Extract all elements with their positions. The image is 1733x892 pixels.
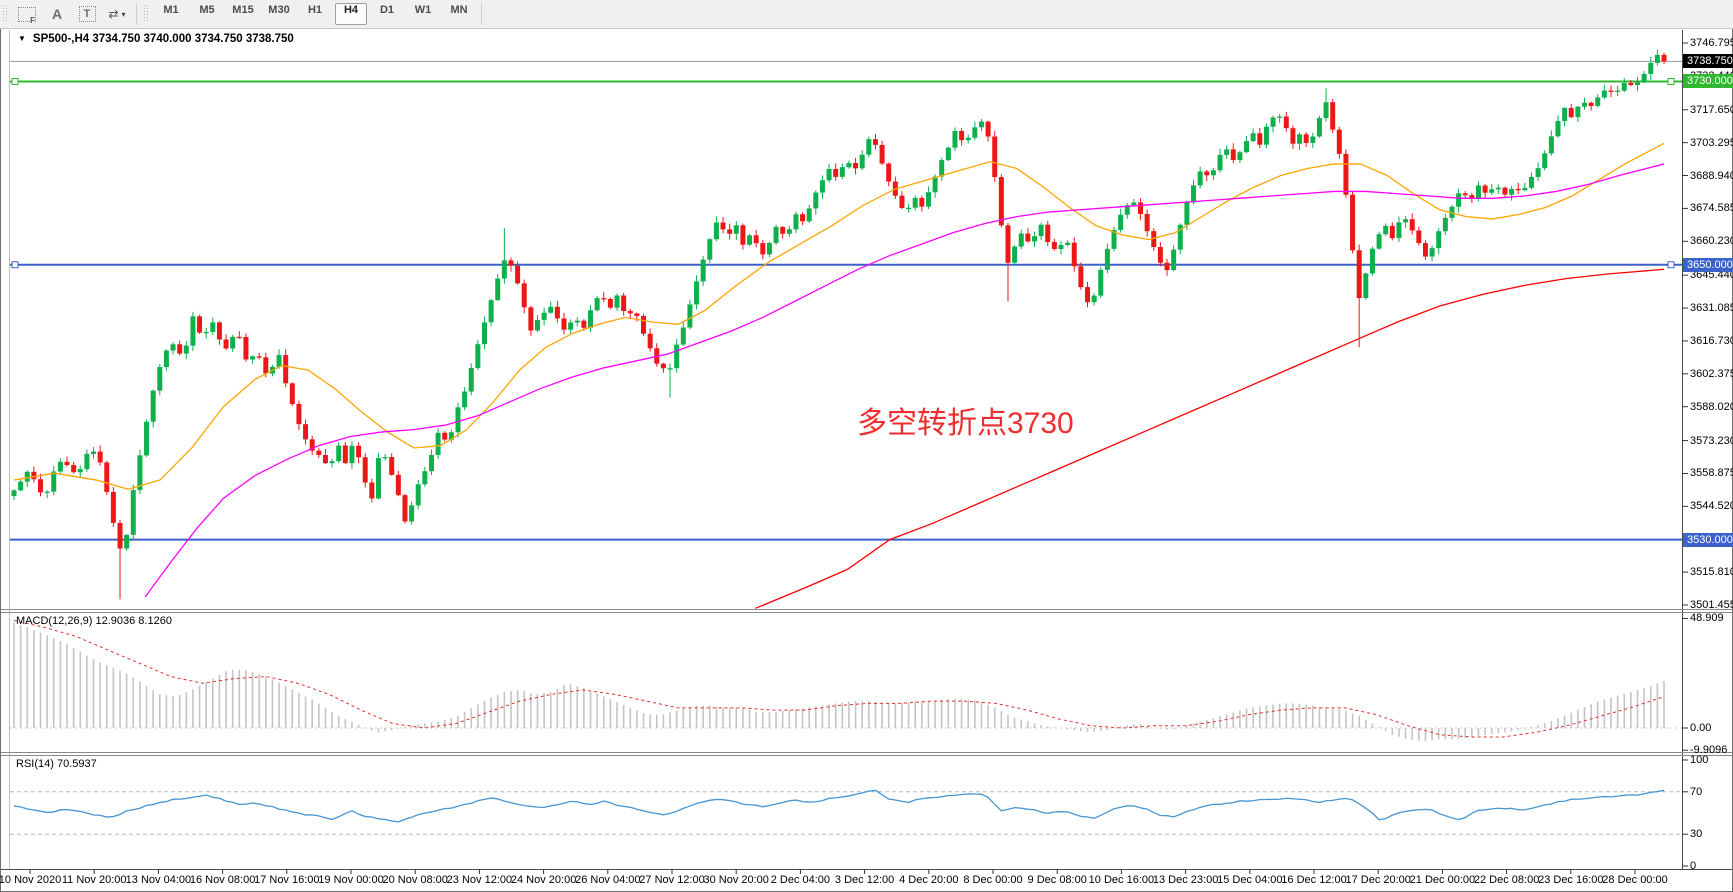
toolbar-gripper[interactable]	[144, 5, 149, 23]
fibonacci-tool-icon: F	[18, 6, 36, 24]
timeframe-button-w1[interactable]: W1	[414, 4, 432, 16]
fibonacci-tool-button[interactable]: F	[14, 2, 40, 26]
label-tool-icon: A	[51, 6, 63, 22]
toolbar-separator	[136, 3, 137, 25]
dropdown-caret-icon[interactable]: ▾	[121, 9, 126, 19]
label-tool-button[interactable]: A	[44, 2, 70, 26]
timeframe-toolbar: M1 M5 M15 M30 H1 H4 D1 W1 MN	[153, 3, 477, 25]
timeframe-button-m5[interactable]: M5	[199, 4, 215, 16]
timeframe-button-m30[interactable]: M30	[268, 4, 290, 16]
toolbar-gripper[interactable]	[3, 5, 8, 23]
timeframe-button-d1[interactable]: D1	[379, 4, 395, 16]
timeframe-button-h4[interactable]: H4	[335, 3, 367, 25]
text-tool-button[interactable]: T	[74, 2, 100, 26]
timeframe-button-m15[interactable]: M15	[232, 4, 254, 16]
arrows-tool-icon: ⇄	[108, 7, 119, 21]
timeframe-button-mn[interactable]: MN	[450, 4, 468, 16]
top-toolbar: F A T ⇄ ▾ M1 M5 M15 M30 H1 H4 D1 W1 MN	[0, 0, 1733, 29]
timeframe-button-h1[interactable]: H1	[307, 4, 323, 16]
timeframe-button-m1[interactable]: M1	[163, 4, 179, 16]
arrows-tool-button[interactable]: ⇄ ▾	[104, 2, 130, 26]
text-tool-icon: T	[78, 6, 96, 22]
toolbar-separator	[481, 3, 482, 25]
